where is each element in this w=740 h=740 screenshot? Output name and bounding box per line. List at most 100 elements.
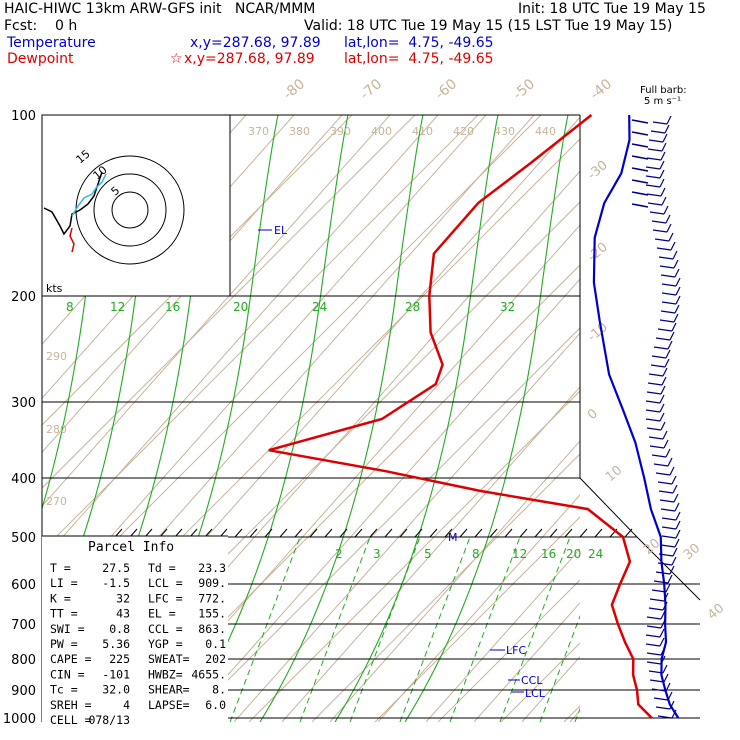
parcel-value: 909. <box>198 576 226 590</box>
dry-adiabat <box>42 115 343 453</box>
temperature-profile <box>592 114 680 719</box>
wind-barb <box>661 526 677 530</box>
isotherm-label: -40 <box>587 76 615 103</box>
dry-adiabat <box>714 115 740 722</box>
hodograph-units: kts <box>46 282 63 295</box>
wind-barb-flag <box>662 133 668 143</box>
pressure-label: 200 <box>11 290 36 305</box>
el-marker: EL <box>274 224 288 237</box>
parcel-label: CCL = <box>148 622 183 636</box>
parcel-label: K = <box>50 591 71 605</box>
level-markers: EL LFC CCL LCL M <box>258 224 546 700</box>
wind-barb <box>651 355 667 359</box>
wind-barb-flag <box>675 286 681 296</box>
mixing-ratio-label: 8 <box>472 547 480 561</box>
isotherm-label: -50 <box>510 76 538 103</box>
theta-label: 390 <box>330 125 351 138</box>
lcl-marker: LCL <box>525 687 546 700</box>
wind-barb-flag <box>660 421 666 431</box>
freezing-tick <box>369 528 378 538</box>
wind-barb-flag <box>660 646 666 656</box>
wind-barb <box>649 679 665 683</box>
wind-barb <box>631 155 649 160</box>
plot-frame <box>636 536 701 601</box>
model-title: HAIC-HIWC 13km ARW-GFS init NCAR/MMM <box>4 1 316 17</box>
wind-barb <box>659 319 675 323</box>
wind-barb-flag <box>667 574 673 584</box>
freezing-tick <box>549 528 558 538</box>
mixing-ratio-line <box>299 536 371 722</box>
pressure-label: 1000 <box>3 712 36 727</box>
wind-barb <box>649 211 665 215</box>
parcel-value: 23.3 <box>198 561 226 575</box>
wind-barb <box>657 715 673 719</box>
parcel-value: 772. <box>198 591 226 605</box>
wind-barb-flag <box>660 187 666 197</box>
wind-barb-flag <box>675 511 681 521</box>
dewpoint-xy: x,y=287.68, 97.89 <box>184 51 315 67</box>
theta-label: 410 <box>412 125 433 138</box>
wind-barb <box>655 571 671 575</box>
dewpoint-latlon: lat,lon= 4.75, -49.65 <box>344 51 494 67</box>
theta-side-label: 280 <box>46 423 67 436</box>
wind-barb-flag <box>662 430 668 440</box>
wind-barb-flag <box>659 160 665 170</box>
isotherm-label: 0 <box>585 406 601 423</box>
theta-label: 440 <box>535 125 556 138</box>
parcel-title: Parcel Info <box>88 540 174 555</box>
parcel-label: LAPSE= <box>148 698 190 712</box>
parcel-label: HWBZ= <box>148 667 183 681</box>
isotherm-label: 10 <box>603 463 625 485</box>
parcel-value: -1.5 <box>102 576 130 590</box>
parcel-label: CIN = <box>50 667 85 681</box>
wind-barb-flag <box>671 322 677 332</box>
freezing-tick <box>339 528 348 538</box>
wind-barb <box>645 409 661 413</box>
wind-barb <box>631 191 649 196</box>
dewpoint-legend: Dewpoint <box>7 51 74 67</box>
wind-barb-flag <box>675 520 681 530</box>
isotherm-label: -60 <box>432 76 460 103</box>
freezing-tick <box>489 528 498 538</box>
wind-barb <box>661 301 677 305</box>
wind-barb <box>631 119 649 124</box>
wind-barb-flag <box>674 268 680 278</box>
wind-barb-flag <box>659 637 665 647</box>
parcel-value: 32 <box>116 591 130 605</box>
wind-barb-flag <box>664 124 670 134</box>
theta-e-label: 32 <box>500 300 515 314</box>
freezing-tick <box>264 528 273 538</box>
wind-barb <box>653 346 669 350</box>
parcel-value: 6.0 <box>205 698 226 712</box>
wind-barb-flag <box>661 376 667 386</box>
wind-barb-flag <box>673 259 679 269</box>
isotherm-label: 40 <box>705 601 727 623</box>
freezing-tick <box>624 528 633 538</box>
wind-barb <box>649 598 665 602</box>
wind-barb <box>648 436 664 440</box>
hodograph-trace-cyan <box>71 173 107 217</box>
wind-barb-flag <box>672 547 678 557</box>
wind-barb-flag <box>671 475 677 485</box>
wind-barb <box>657 562 673 566</box>
parcel-value: 5.36 <box>102 637 130 651</box>
wind-barb-flag <box>659 628 665 638</box>
wind-barb-flag <box>663 439 669 449</box>
wind-barb <box>651 589 667 593</box>
dry-adiabat <box>618 115 740 722</box>
parcel-value: 0.8 <box>109 622 130 636</box>
isotherm <box>42 115 416 489</box>
wind-barb-flag <box>659 394 665 404</box>
wind-barb <box>651 454 667 458</box>
init-time: Init: 18 UTC Tue 19 May 15 <box>518 1 706 17</box>
dry-adiabat <box>377 494 580 722</box>
mixing-ratio-label: 2 <box>335 547 343 561</box>
freezing-tick <box>399 528 408 538</box>
wind-barb-flag <box>660 619 666 629</box>
wind-barb <box>647 382 663 386</box>
parcel-label: LCL = <box>148 576 183 590</box>
wind-barb-flag <box>674 502 680 512</box>
freezing-tick <box>444 528 453 538</box>
wind-barb <box>631 131 649 136</box>
